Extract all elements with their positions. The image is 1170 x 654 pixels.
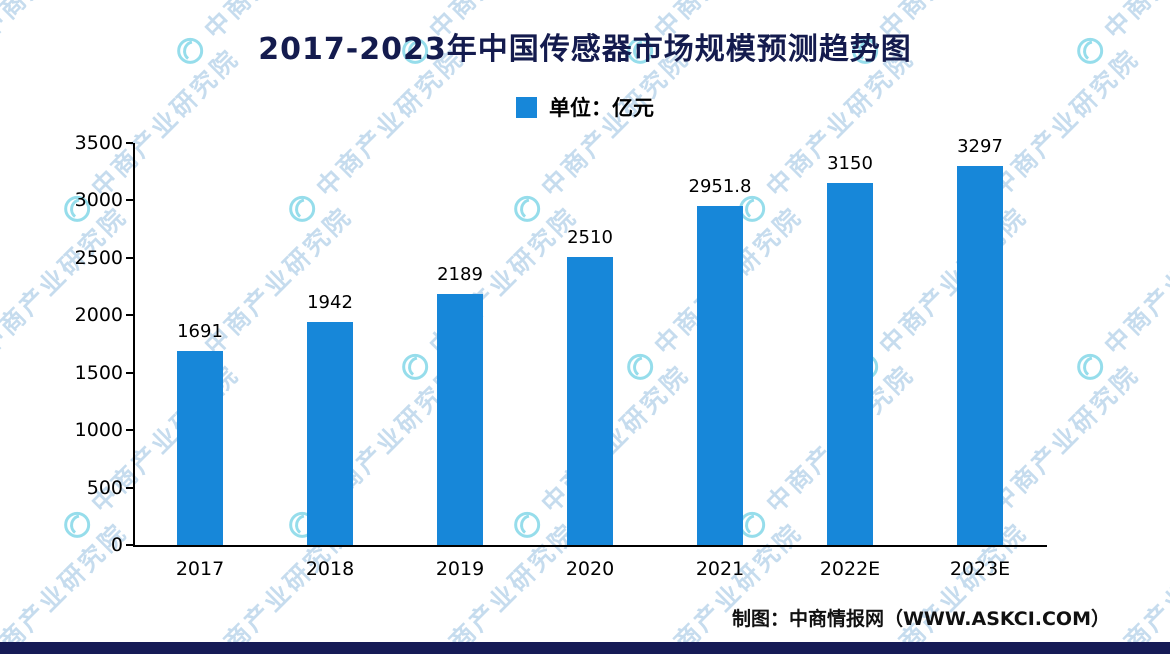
x-category-label: 2018 [305, 558, 355, 580]
bar [827, 183, 873, 545]
y-tick-mark [126, 142, 133, 144]
x-category-label: 2022E [819, 558, 881, 580]
y-axis-line [133, 143, 135, 547]
x-category-label: 2017 [175, 558, 225, 580]
bar-value-label: 3150 [827, 153, 873, 175]
x-axis-line [133, 545, 1047, 547]
bar-value-label: 1691 [177, 320, 223, 342]
y-tick-mark [126, 314, 133, 317]
y-tick-mark [126, 199, 133, 202]
y-tick-label: 3000 [74, 189, 123, 212]
y-tick-mark [126, 371, 133, 374]
x-category-label: 2020 [565, 558, 615, 580]
x-category-label: 2019 [435, 558, 485, 580]
y-tick-label: 500 [86, 476, 123, 499]
x-category-label: 2021 [695, 558, 745, 580]
y-tick-label: 1000 [74, 419, 123, 442]
bar [697, 205, 743, 545]
y-tick-mark [126, 429, 133, 432]
chart-title: 2017-2023年中国传感器市场规模预测趋势图 [258, 32, 912, 67]
y-tick-mark [126, 544, 133, 546]
legend-color-swatch [516, 96, 537, 118]
credit-text: 制图：中商情报网（WWW.ASKCI.COM） [731, 608, 1110, 630]
bar-value-label: 2510 [567, 226, 613, 248]
bar [957, 166, 1003, 545]
y-tick-label: 2000 [74, 304, 123, 327]
bar-value-label: 3297 [957, 136, 1003, 158]
bar-value-label: 2951.8 [688, 175, 752, 197]
y-tick-label: 1500 [74, 361, 123, 384]
y-tick-mark [126, 256, 133, 259]
y-tick-label: 3500 [74, 132, 123, 154]
bar [177, 350, 223, 545]
bar [567, 256, 613, 545]
bar [437, 293, 483, 545]
legend: 单位：亿元 [0, 92, 1170, 122]
legend-label: 单位：亿元 [549, 96, 654, 120]
bottom-accent-bar [0, 642, 1170, 654]
bar-value-label: 2189 [437, 263, 483, 285]
y-tick-mark [126, 486, 133, 489]
bar-value-label: 1942 [307, 291, 353, 313]
x-category-label: 2023E [949, 558, 1011, 580]
y-tick-label: 0 [110, 534, 123, 556]
y-tick-label: 2500 [74, 246, 123, 269]
bar [307, 321, 353, 545]
